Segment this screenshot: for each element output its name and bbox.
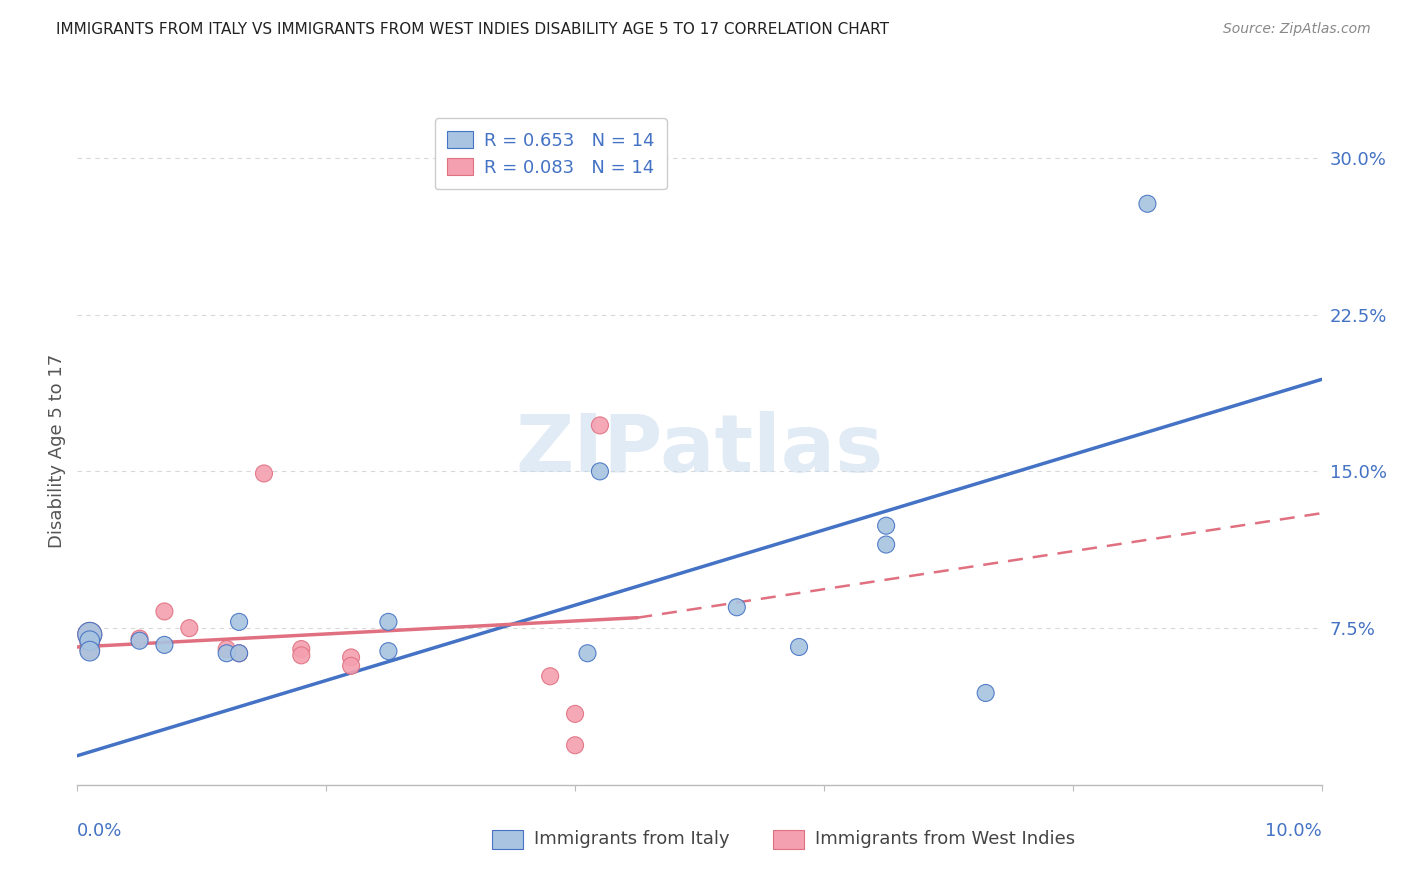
Point [290,642,312,657]
Point [875,518,897,533]
Point [128,633,150,648]
Point [253,467,276,481]
Point [215,642,238,657]
Text: Immigrants from West Indies: Immigrants from West Indies [815,830,1076,848]
Legend: R = 0.653   N = 14, R = 0.083   N = 14: R = 0.653 N = 14, R = 0.083 N = 14 [434,119,666,189]
Point [564,738,586,752]
Point [564,706,586,721]
Point [538,669,561,683]
Point [340,650,363,665]
Point [79,636,101,650]
Text: Source: ZipAtlas.com: Source: ZipAtlas.com [1223,22,1371,37]
Point [974,686,997,700]
Point [79,642,101,657]
Point [340,658,363,673]
Point [787,640,810,654]
Point [215,646,238,660]
Point [589,418,612,433]
Point [79,644,101,658]
Point [377,615,399,629]
Point [79,627,101,641]
Point [153,638,176,652]
Point [377,644,399,658]
Text: Immigrants from Italy: Immigrants from Italy [534,830,730,848]
Point [179,621,201,635]
Point [79,633,101,648]
Point [589,464,612,478]
Text: IMMIGRANTS FROM ITALY VS IMMIGRANTS FROM WEST INDIES DISABILITY AGE 5 TO 17 CORR: IMMIGRANTS FROM ITALY VS IMMIGRANTS FROM… [56,22,889,37]
Point [576,646,599,660]
Point [1136,196,1159,211]
Point [79,627,101,641]
Point [228,615,250,629]
Point [153,604,176,618]
Point [875,537,897,551]
Point [228,646,250,660]
Y-axis label: Disability Age 5 to 17: Disability Age 5 to 17 [48,353,66,548]
Text: ZIPatlas: ZIPatlas [516,411,883,490]
Point [290,648,312,663]
Point [725,600,748,615]
Text: 10.0%: 10.0% [1265,822,1322,839]
Point [128,632,150,646]
Text: 0.0%: 0.0% [77,822,122,839]
Point [228,646,250,660]
